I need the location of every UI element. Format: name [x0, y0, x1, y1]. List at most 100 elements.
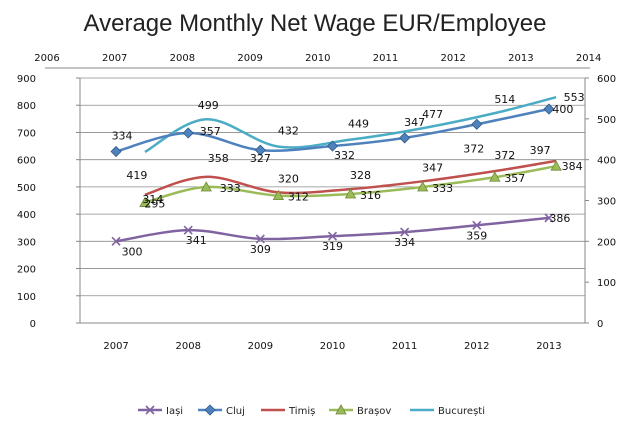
data-point	[182, 127, 194, 139]
legend-marker	[204, 404, 216, 416]
data-label: 320	[278, 172, 299, 185]
data-label: 357	[200, 125, 221, 138]
data-label: 347	[422, 161, 443, 174]
data-label: 419	[126, 169, 147, 182]
data-label: 334	[394, 236, 415, 249]
data-point	[550, 160, 562, 171]
y-tick-left: 500	[17, 183, 36, 194]
y-tick-left: 0	[30, 319, 36, 330]
x-tick-bottom: 2011	[392, 341, 417, 352]
data-label: 328	[350, 169, 371, 182]
x-tick-top: 2010	[305, 53, 330, 64]
x-tick-bottom: 2009	[248, 341, 273, 352]
y-tick-left: 800	[17, 101, 36, 112]
x-tick-top: 2006	[34, 53, 59, 64]
data-label: 397	[530, 144, 551, 157]
axes: 0 100 200 300 400 500 600 700 800 900 0 100 200 300 40…	[17, 53, 616, 352]
y-tick-left: 700	[17, 128, 36, 139]
data-label: 295	[144, 198, 165, 211]
data-point	[327, 231, 338, 241]
data-label: 309	[250, 243, 271, 256]
data-label: 316	[360, 189, 381, 202]
data-point	[272, 189, 285, 200]
x-tick-top: 2008	[170, 53, 195, 64]
legend: Iași Cluj Timiș Brașov București	[138, 404, 485, 417]
legend-marker	[335, 404, 347, 415]
data-label: 358	[208, 152, 229, 165]
data-label: 499	[198, 99, 219, 112]
series-line	[144, 95, 557, 154]
data-label: 341	[186, 234, 207, 247]
data-label: 384	[562, 160, 583, 173]
y-tick-right: 0	[597, 319, 603, 330]
chart-title: Average Monthly Net Wage EUR/Employee	[84, 10, 547, 37]
y-tick-right: 400	[597, 156, 616, 167]
data-point	[344, 188, 357, 199]
data-point	[416, 181, 429, 192]
data-point	[183, 225, 193, 235]
data-label: 300	[122, 245, 143, 258]
data-label: 553	[564, 91, 585, 104]
y-tick-left: 900	[17, 74, 36, 85]
y-tick-left: 200	[17, 265, 36, 276]
series	[110, 95, 562, 246]
data-point	[489, 171, 501, 182]
x-tick-bottom: 2007	[103, 341, 128, 352]
legend-label: Timiș	[288, 406, 315, 417]
data-point	[543, 103, 555, 115]
legend-label: Brașov	[357, 406, 391, 417]
data-label: 347	[404, 116, 425, 129]
data-label: 314	[142, 193, 163, 206]
data-point	[139, 196, 151, 207]
data-label: 333	[432, 182, 453, 195]
data-point	[110, 145, 122, 158]
data-point	[254, 144, 266, 156]
x-tick-top: 2014	[576, 53, 601, 64]
x-tick-top: 2013	[508, 53, 533, 64]
data-label: 359	[466, 229, 487, 242]
data-label: 332	[334, 149, 355, 162]
data-label: 319	[322, 240, 343, 253]
x-tick-top: 2009	[237, 53, 262, 64]
legend-label: Iași	[166, 406, 183, 417]
data-label: 386	[549, 212, 570, 225]
data-point	[255, 234, 265, 244]
data-label: 357	[504, 172, 525, 185]
data-point	[326, 140, 339, 152]
x-tick-bottom: 2010	[320, 341, 345, 352]
x-tick-bottom: 2013	[536, 341, 561, 352]
data-label: 372	[494, 149, 515, 162]
data-label: 449	[348, 118, 369, 131]
legend-label: București	[438, 406, 485, 417]
y-tick-left: 400	[17, 210, 36, 221]
data-point	[471, 118, 483, 130]
data-label: 334	[112, 130, 133, 143]
data-point	[399, 132, 411, 144]
data-label: 477	[422, 108, 443, 121]
y-tick-right: 300	[597, 197, 616, 208]
data-point	[200, 181, 212, 192]
data-labels: 300 341 309 319 334 359 386 314 358 320 328 347 372 3…	[112, 91, 585, 258]
data-point	[400, 227, 410, 237]
data-label: 333	[220, 182, 241, 195]
data-label: 514	[494, 93, 515, 106]
y-tick-left: 100	[17, 292, 36, 303]
y-tick-right: 500	[597, 115, 616, 126]
data-label: 432	[278, 125, 299, 138]
legend-marker	[145, 405, 155, 415]
data-point	[472, 220, 482, 230]
legend-label: Cluj	[226, 406, 245, 417]
data-label: 372	[463, 142, 484, 155]
x-tick-top: 2011	[373, 53, 398, 64]
y-tick-right: 200	[597, 237, 616, 248]
data-label: 312	[288, 191, 309, 204]
x-tick-top: 2007	[102, 53, 127, 64]
x-tick-top: 2012	[440, 53, 465, 64]
data-point	[111, 236, 121, 246]
x-tick-bottom: 2008	[175, 341, 200, 352]
y-tick-right: 100	[597, 278, 616, 289]
y-tick-left: 300	[17, 237, 36, 248]
data-label: 327	[250, 152, 271, 165]
